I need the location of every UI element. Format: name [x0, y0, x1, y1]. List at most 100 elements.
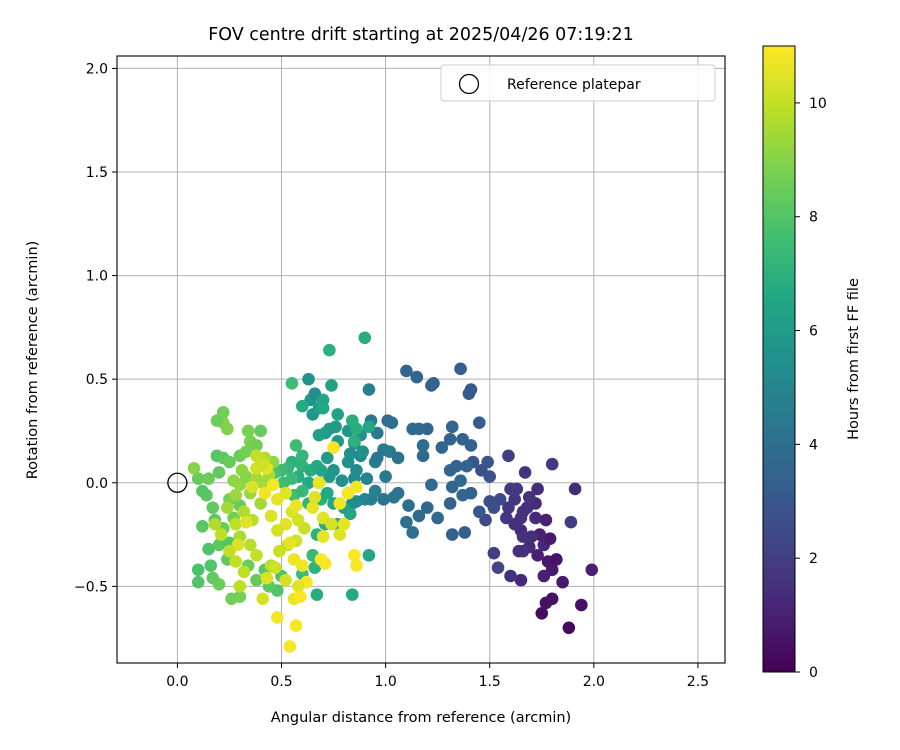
data-point [529, 511, 542, 525]
data-point [443, 464, 457, 477]
data-point [256, 457, 270, 471]
data-point [316, 401, 330, 415]
data-point [250, 548, 263, 562]
data-point [271, 524, 284, 537]
data-point [283, 640, 297, 653]
data-point [268, 561, 282, 575]
data-point [285, 472, 299, 485]
y-tick-label: 1.5 [86, 165, 108, 181]
data-point [321, 451, 334, 465]
data-point [370, 451, 384, 465]
data-point [383, 445, 397, 458]
x-tick-label: 1.5 [479, 674, 501, 690]
colorbar-gradient [762, 45, 796, 673]
data-point [260, 571, 274, 585]
data-point [460, 459, 474, 473]
data-point [323, 343, 336, 357]
y-tick-label: 2.0 [86, 61, 108, 77]
data-point [289, 439, 303, 452]
data-point [443, 497, 457, 510]
colorbar-tick-label: 4 [809, 437, 818, 453]
data-point [325, 379, 338, 392]
data-points [187, 331, 599, 653]
data-point [464, 439, 478, 452]
data-point [504, 569, 517, 583]
data-point [337, 517, 351, 531]
colorbar-tick-label: 8 [809, 210, 818, 226]
data-point [323, 422, 336, 436]
legend-box [440, 64, 716, 102]
data-point [473, 505, 486, 519]
data-point [377, 493, 390, 506]
data-point [537, 569, 551, 583]
data-point [264, 509, 278, 523]
y-tick-label: 0.5 [86, 372, 108, 388]
axis-ticks: 0.0 0.5 1.0 1.5 2.0 2.5 −0.5 0.0 0.5 1.0 1.5 2.0 [74, 61, 709, 690]
data-point [473, 416, 486, 429]
data-point [350, 464, 363, 477]
data-point [212, 466, 226, 479]
data-point [464, 383, 478, 396]
x-axis-label: Angular distance from reference (arcmin) [271, 710, 571, 726]
data-point [562, 621, 576, 635]
data-point [223, 455, 236, 469]
data-point [362, 383, 376, 396]
data-point [289, 619, 303, 633]
data-point [208, 517, 222, 531]
data-point [239, 515, 253, 529]
data-point [235, 464, 249, 477]
colorbar-tick-label: 6 [809, 324, 818, 340]
data-point [258, 486, 272, 500]
data-point [410, 370, 424, 384]
data-point [312, 428, 326, 442]
reference-marker [167, 472, 188, 493]
data-point [296, 399, 309, 413]
data-point [266, 478, 280, 492]
data-point [308, 490, 322, 504]
data-point [487, 546, 501, 560]
data-point [283, 536, 297, 550]
data-point [464, 486, 478, 500]
data-point [196, 484, 209, 498]
data-point [279, 573, 292, 587]
data-point [250, 439, 263, 452]
colorbar-label: Hours from first FF file [846, 278, 862, 440]
data-point [293, 590, 307, 604]
data-point [491, 561, 505, 575]
legend-marker-icon [458, 73, 480, 95]
data-point [331, 408, 345, 421]
data-point [318, 557, 332, 570]
data-point [420, 501, 434, 514]
chart-title: FOV centre drift starting at 2025/04/26 … [208, 25, 634, 45]
data-point [545, 592, 559, 606]
colorbar-tick-label: 10 [809, 96, 827, 112]
data-point [516, 544, 530, 558]
data-point [291, 580, 305, 593]
data-point [427, 377, 440, 390]
data-point [445, 480, 459, 494]
data-point [333, 497, 347, 510]
data-point [350, 480, 363, 494]
data-point [256, 592, 270, 606]
data-point [289, 499, 303, 512]
data-point [202, 472, 215, 485]
grid [117, 56, 725, 663]
data-point [358, 331, 372, 345]
data-point [285, 377, 299, 390]
data-point [254, 424, 267, 438]
data-point [191, 575, 205, 589]
data-point [445, 528, 459, 541]
data-point [229, 517, 242, 531]
data-point [425, 478, 438, 492]
data-point [585, 563, 599, 577]
data-point [350, 495, 363, 508]
y-tick-label: 0.0 [86, 476, 108, 492]
data-point [379, 470, 392, 483]
data-point [362, 548, 376, 562]
data-point [233, 580, 247, 593]
data-point [229, 555, 242, 568]
data-point [246, 480, 259, 494]
data-point [500, 511, 513, 525]
data-point [243, 538, 257, 552]
